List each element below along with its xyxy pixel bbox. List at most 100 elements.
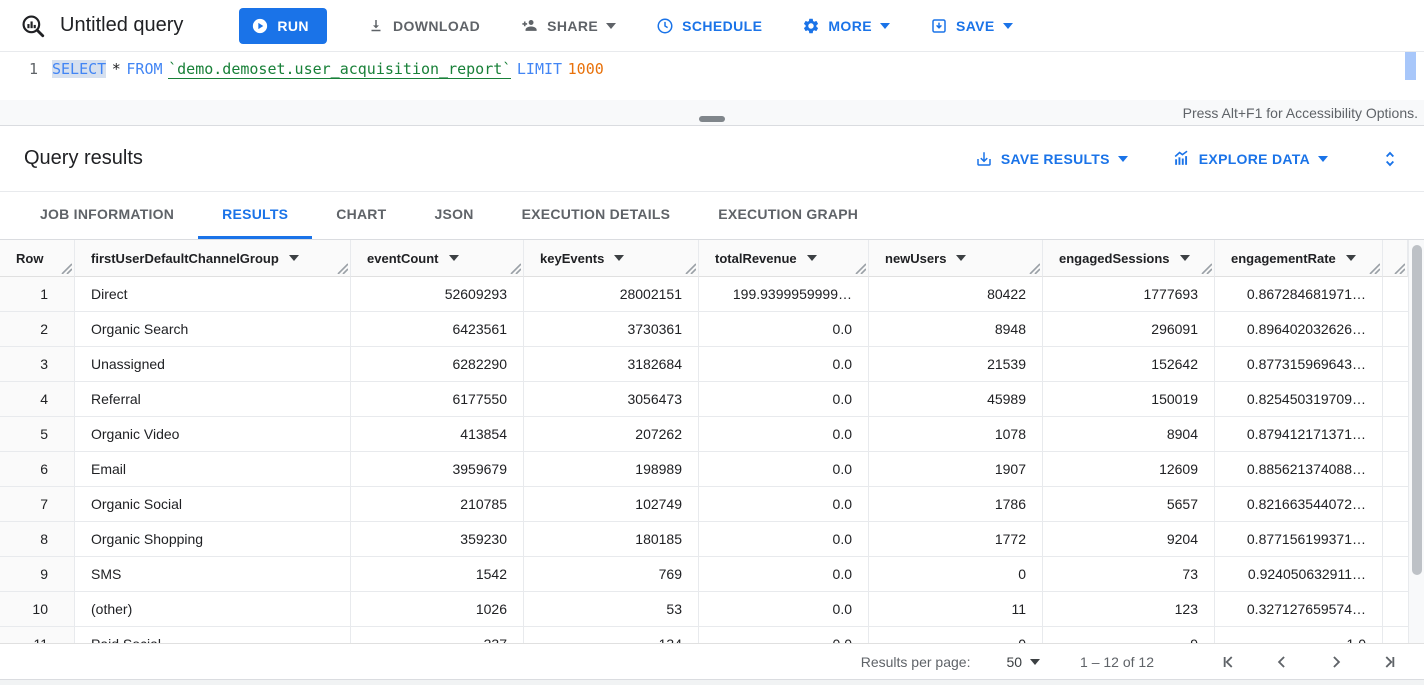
row-number-cell: 2 bbox=[0, 312, 75, 347]
column-resize-handle[interactable] bbox=[1029, 263, 1040, 274]
engagement-rate-cell: 0.825450319709… bbox=[1215, 382, 1383, 417]
event-count-cell: 52609293 bbox=[351, 277, 524, 312]
event-count-cell: 1542 bbox=[351, 557, 524, 592]
table-row[interactable]: 1 Direct 52609293 28002151 199.939995999… bbox=[0, 277, 1424, 312]
expand-results-button[interactable] bbox=[1380, 149, 1400, 169]
sql-editor[interactable]: 1 SELECT * FROM `demo.demoset.user_acquisit… bbox=[0, 52, 1424, 100]
pagination-range: 1 – 12 of 12 bbox=[1080, 653, 1154, 670]
splitter-drag-handle[interactable] bbox=[699, 116, 725, 122]
table-row[interactable]: 5 Organic Video 413854 207262 0.0 1078 8… bbox=[0, 417, 1424, 452]
table-row[interactable]: 7 Organic Social 210785 102749 0.0 1786 … bbox=[0, 487, 1424, 522]
engaged-sessions-cell: 152642 bbox=[1043, 347, 1215, 382]
results-per-page-label: Results per page: bbox=[860, 653, 971, 670]
schedule-button[interactable]: SCHEDULE bbox=[656, 17, 762, 35]
engagement-rate-cell: 0.896402032626… bbox=[1215, 312, 1383, 347]
column-resize-handle[interactable] bbox=[1394, 263, 1405, 274]
column-header-filler bbox=[1383, 240, 1408, 277]
column-menu-caret-icon[interactable] bbox=[1179, 255, 1190, 261]
table-scrollbar-track[interactable] bbox=[1408, 240, 1424, 643]
next-page-button[interactable] bbox=[1322, 648, 1350, 676]
column-resize-handle[interactable] bbox=[61, 263, 72, 274]
column-resize-handle[interactable] bbox=[1369, 263, 1380, 274]
sql-line-1: 1 SELECT * FROM `demo.demoset.user_acquisit… bbox=[0, 52, 1424, 79]
sql-keyword-from: FROM bbox=[126, 60, 163, 78]
page-size-select[interactable]: 50 bbox=[1006, 654, 1041, 670]
table-header-row: Row firstUserDefaultChannelGroup eventCo… bbox=[0, 240, 1424, 277]
tab-execution-graph[interactable]: EXECUTION GRAPH bbox=[694, 192, 882, 239]
engagement-rate-cell: 0.879412171371… bbox=[1215, 417, 1383, 452]
last-page-icon bbox=[1385, 655, 1395, 668]
column-menu-caret-icon[interactable] bbox=[956, 255, 967, 261]
editor-scrollbar-thumb[interactable] bbox=[1405, 52, 1416, 80]
tab-results[interactable]: RESULTS bbox=[198, 192, 313, 239]
download-button[interactable]: DOWNLOAD bbox=[367, 17, 480, 35]
table-row[interactable]: 2 Organic Search 6423561 3730361 0.0 894… bbox=[0, 312, 1424, 347]
tab-execution-details[interactable]: EXECUTION DETAILS bbox=[498, 192, 695, 239]
query-results-header: Query results SAVE RESULTS EXPLORE DATA bbox=[0, 126, 1424, 192]
first-page-button[interactable] bbox=[1214, 648, 1242, 676]
unfold-more-icon bbox=[1386, 151, 1394, 166]
column-menu-caret-icon[interactable] bbox=[448, 255, 459, 261]
table-scrollbar-thumb[interactable] bbox=[1412, 245, 1422, 576]
partial-row-clip: 11 Paid Social 337 134 0.0 0 9 1.0 bbox=[0, 627, 1424, 643]
run-button[interactable]: RUN bbox=[239, 7, 327, 44]
save-results-button[interactable]: SAVE RESULTS bbox=[975, 150, 1128, 168]
column-menu-caret-icon[interactable] bbox=[288, 255, 299, 261]
tab-chart[interactable]: CHART bbox=[312, 192, 410, 239]
table-row[interactable]: 8 Organic Shopping 359230 180185 0.0 177… bbox=[0, 522, 1424, 557]
more-button[interactable]: MORE bbox=[802, 17, 890, 35]
total-revenue-cell: 0.0 bbox=[699, 382, 869, 417]
column-label: newUsers bbox=[885, 250, 947, 266]
tab-job-information[interactable]: JOB INFORMATION bbox=[16, 192, 198, 239]
event-count-cell: 6423561 bbox=[351, 312, 524, 347]
engaged-sessions-cell: 296091 bbox=[1043, 312, 1215, 347]
explore-data-button[interactable]: EXPLORE DATA bbox=[1172, 149, 1328, 168]
column-resize-handle[interactable] bbox=[337, 263, 348, 274]
last-page-button[interactable] bbox=[1376, 648, 1404, 676]
sql-table-reference-link[interactable]: `demo.demoset.user_acquisition_report` bbox=[168, 60, 512, 79]
event-count-cell: 3959679 bbox=[351, 452, 524, 487]
table-row[interactable]: 9 SMS 1542 769 0.0 0 73 0.924050632911… bbox=[0, 557, 1424, 592]
column-menu-caret-icon[interactable] bbox=[1345, 255, 1356, 261]
table-row[interactable]: 6 Email 3959679 198989 0.0 1907 12609 0.… bbox=[0, 452, 1424, 487]
tab-json[interactable]: JSON bbox=[410, 192, 497, 239]
chevron-down-icon bbox=[606, 22, 617, 29]
new-users-cell: 1907 bbox=[869, 452, 1043, 487]
more-button-label: MORE bbox=[828, 17, 872, 34]
key-events-cell: 28002151 bbox=[524, 277, 699, 312]
column-header-keyEvents: keyEvents bbox=[524, 240, 699, 277]
event-count-cell: 210785 bbox=[351, 487, 524, 522]
row-number-cell: 10 bbox=[0, 592, 75, 627]
column-resize-handle[interactable] bbox=[685, 263, 696, 274]
new-users-cell: 21539 bbox=[869, 347, 1043, 382]
chevron-down-icon bbox=[1002, 22, 1013, 29]
table-row[interactable]: 3 Unassigned 6282290 3182684 0.0 21539 1… bbox=[0, 347, 1424, 382]
share-button-label: SHARE bbox=[547, 17, 599, 34]
channel-group-cell: Organic Video bbox=[75, 417, 351, 452]
column-resize-handle[interactable] bbox=[1201, 263, 1212, 274]
table-row[interactable]: 10 (other) 1026 53 0.0 11 123 0.32712765… bbox=[0, 592, 1424, 627]
event-count-cell: 413854 bbox=[351, 417, 524, 452]
table-row[interactable]: 4 Referral 6177550 3056473 0.0 45989 150… bbox=[0, 382, 1424, 417]
total-revenue-cell: 0.0 bbox=[699, 487, 869, 522]
column-header-engagedSessions: engagedSessions bbox=[1043, 240, 1215, 277]
channel-group-cell: Organic Shopping bbox=[75, 522, 351, 557]
table-body: 1 Direct 52609293 28002151 199.939995999… bbox=[0, 277, 1424, 627]
column-menu-caret-icon[interactable] bbox=[614, 255, 625, 261]
table-row-partial[interactable]: 11 Paid Social 337 134 0.0 0 9 1.0 bbox=[0, 627, 1424, 643]
column-resize-handle[interactable] bbox=[510, 263, 521, 274]
chevron-right-icon bbox=[1333, 655, 1341, 668]
sql-code: SELECT * FROM `demo.demoset.user_acquisitio… bbox=[52, 60, 609, 79]
column-resize-handle[interactable] bbox=[855, 263, 866, 274]
sql-keyword-limit: LIMIT bbox=[516, 60, 563, 78]
engagement-rate-cell: 0.821663544072… bbox=[1215, 487, 1383, 522]
save-button[interactable]: SAVE bbox=[930, 17, 1013, 35]
column-menu-caret-icon[interactable] bbox=[806, 255, 817, 261]
total-revenue-cell: 0.0 bbox=[699, 627, 869, 643]
sql-keyword-select: SELECT bbox=[52, 60, 107, 78]
share-button[interactable]: SHARE bbox=[520, 16, 617, 35]
previous-page-button[interactable] bbox=[1268, 648, 1296, 676]
engaged-sessions-cell: 9204 bbox=[1043, 522, 1215, 557]
total-revenue-cell: 0.0 bbox=[699, 347, 869, 382]
channel-group-cell: Direct bbox=[75, 277, 351, 312]
